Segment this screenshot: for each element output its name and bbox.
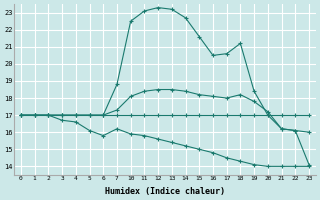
X-axis label: Humidex (Indice chaleur): Humidex (Indice chaleur): [105, 187, 225, 196]
